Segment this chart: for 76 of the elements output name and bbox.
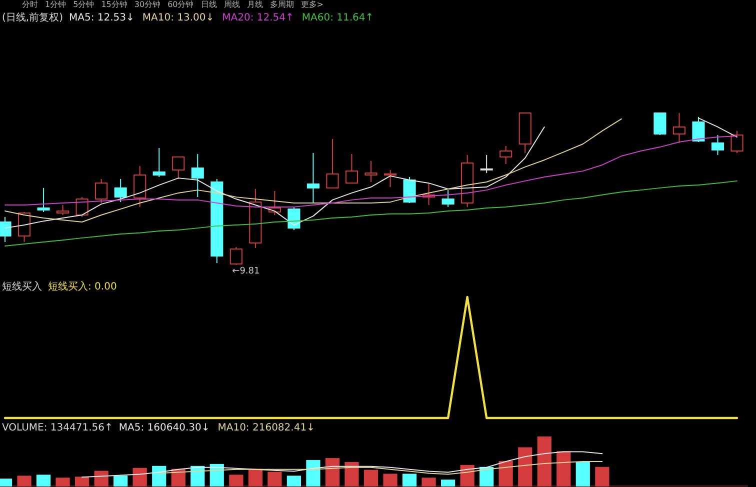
bar: [402, 474, 417, 486]
text: 30分钟: [134, 0, 161, 10]
text: 短线买入: 0.00: [48, 280, 117, 293]
bar: [210, 464, 224, 486]
bar: [344, 462, 359, 486]
bar: [556, 451, 571, 486]
bar: [422, 478, 436, 486]
bar: [268, 472, 282, 486]
candlestick: [230, 246, 242, 266]
candlestick: [500, 145, 512, 165]
candlestick: [711, 134, 724, 156]
candlestick: [730, 130, 744, 154]
text: MA20: 12.54↑: [222, 12, 294, 24]
text: 月线: [246, 0, 263, 10]
candlestick: [306, 152, 320, 204]
candlestick: [364, 160, 378, 183]
text: MA5: 160640.30↓: [118, 422, 210, 434]
candlestick: [152, 147, 166, 178]
candlestick: [114, 178, 127, 203]
text: MA10: 216082.41↓: [218, 422, 315, 434]
candlestick: [134, 166, 146, 208]
chart-title: (日线,前复权): [2, 12, 64, 24]
candlestick: [654, 112, 666, 136]
text: 周线: [224, 0, 240, 10]
text: 15分钟: [101, 0, 128, 10]
text: 60分钟: [168, 0, 194, 10]
chart-title: VOLUME: 134471.56↑: [2, 422, 113, 434]
candlestick: [442, 190, 454, 208]
candlestick: [191, 154, 204, 198]
bar: [56, 478, 70, 486]
bar: [94, 470, 108, 486]
candlestick: [0, 216, 12, 243]
bar: [480, 466, 494, 486]
candlestick: [692, 116, 705, 143]
candlestick: [403, 176, 416, 204]
candlestick: [672, 112, 686, 144]
candlestick: [288, 206, 300, 231]
candlestick: [345, 154, 358, 184]
text: 1分钟: [45, 0, 66, 10]
bar: [152, 466, 166, 486]
bar: [114, 476, 128, 486]
candlestick: [480, 154, 493, 174]
bar: [36, 474, 51, 486]
text: 日线: [200, 0, 217, 10]
bar: [595, 466, 610, 486]
bar: [518, 447, 532, 486]
candlestick: [37, 187, 50, 212]
bar: [576, 462, 590, 486]
candlestick: [172, 156, 185, 180]
text: 多周期: [270, 0, 294, 10]
bar: [498, 461, 513, 486]
candlestick: [384, 170, 397, 188]
text: MA5: 12.53↓: [68, 12, 134, 24]
bar: [306, 460, 320, 486]
text: MA60: 11.64↑: [302, 12, 374, 24]
candlestick: [56, 204, 70, 216]
candlestick: [18, 211, 31, 243]
bar: [17, 476, 32, 486]
candlestick: [326, 138, 339, 188]
bar: [441, 480, 456, 486]
text: ←9.81: [232, 266, 260, 276]
chart-title: 短线买入: [2, 280, 42, 293]
bar: [325, 458, 340, 486]
bar: [132, 468, 147, 486]
bar: [364, 470, 378, 486]
text: 更多>: [300, 0, 324, 10]
text: 分时: [22, 0, 38, 10]
bar: [248, 468, 262, 486]
text: 5分钟: [73, 0, 94, 10]
bar: [286, 476, 301, 486]
text: MA10: 13.00↓: [142, 12, 214, 24]
bar: [383, 474, 398, 486]
candlestick: [95, 178, 108, 204]
bar: [229, 474, 244, 486]
bar: [75, 476, 90, 486]
bar: [537, 436, 552, 486]
